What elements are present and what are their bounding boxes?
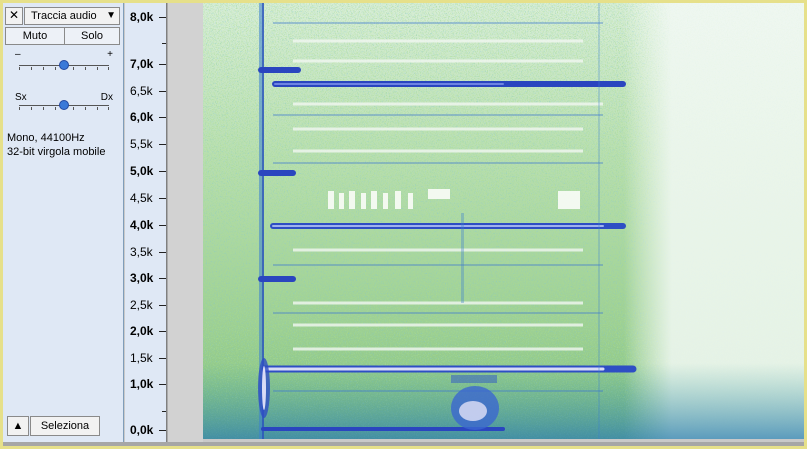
pan-slider[interactable]: Sx Dx <box>15 92 113 115</box>
close-icon: ✕ <box>8 8 20 22</box>
format-info-bitdepth: 32-bit virgola mobile <box>7 146 106 158</box>
ruler-label: 4,5k <box>130 191 153 205</box>
mute-button[interactable]: Muto <box>5 27 65 45</box>
collapse-up-icon: ▲ <box>12 420 24 432</box>
select-track-button[interactable]: Seleziona <box>30 416 100 436</box>
gain-slider[interactable]: – + <box>15 49 113 75</box>
track-control-panel: ✕ Traccia audio ▼ Muto Solo – + Sx Dx Mo… <box>3 3 124 442</box>
gain-plus-label: + <box>107 49 113 60</box>
ruler-label: 6,0k <box>130 110 154 124</box>
ruler-label: 3,5k <box>130 245 153 259</box>
pan-knob[interactable] <box>59 100 69 110</box>
pan-left-label: Sx <box>15 92 27 103</box>
ruler-label: 5,5k <box>130 137 153 151</box>
ruler-label: 4,0k <box>130 218 154 232</box>
solo-button[interactable]: Solo <box>64 27 120 45</box>
ruler-label: 2,0k <box>130 324 154 338</box>
track-name-dropdown[interactable]: Traccia audio ▼ <box>24 7 120 25</box>
ruler-label: 0,0k <box>130 423 154 437</box>
close-track-button[interactable]: ✕ <box>5 7 23 25</box>
collapse-track-button[interactable]: ▲ <box>7 416 29 436</box>
track-bottom-border <box>3 442 804 446</box>
ruler-label: 1,5k <box>130 351 153 365</box>
pan-right-label: Dx <box>100 92 113 103</box>
ruler-label: 3,0k <box>130 271 154 285</box>
gain-knob[interactable] <box>59 60 69 70</box>
ruler-label: 1,0k <box>130 377 154 391</box>
track-separator <box>167 3 203 442</box>
dropdown-arrow-icon: ▼ <box>106 10 116 21</box>
frequency-ruler: 8,0k 7,0k 6,5k 6,0k 5,5k 5,0k 4,5k 4,0k … <box>125 3 167 442</box>
ruler-label: 5,0k <box>130 164 154 178</box>
ruler-label: 8,0k <box>130 10 154 24</box>
spectrogram-view[interactable] <box>203 3 804 439</box>
ruler-label: 7,0k <box>130 57 154 71</box>
track-name: Traccia audio <box>31 10 97 22</box>
ruler-label: 6,5k <box>130 84 153 98</box>
ruler-label: 2,5k <box>130 298 153 312</box>
gain-minus-label: – <box>15 49 21 60</box>
format-info-rate: Mono, 44100Hz <box>7 132 85 144</box>
spectrogram-image <box>203 3 804 439</box>
